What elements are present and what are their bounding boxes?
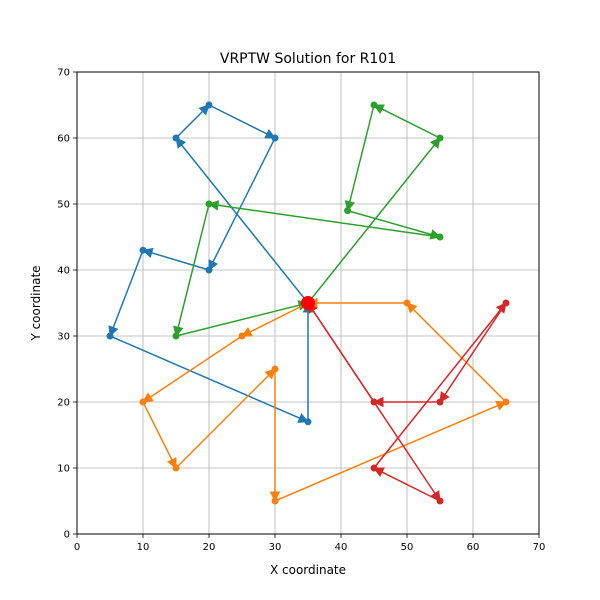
route-arrowhead — [207, 200, 220, 211]
customer-point — [172, 464, 180, 472]
customer-point — [344, 207, 352, 215]
customer-point — [172, 134, 180, 142]
route-segment — [212, 137, 276, 263]
y-tick-label: 60 — [57, 134, 70, 145]
route-segment — [381, 471, 441, 502]
customer-point — [436, 497, 444, 505]
depot-marker — [301, 296, 315, 310]
customer-point — [370, 101, 378, 109]
route-segment — [151, 252, 210, 271]
route-segment — [177, 203, 210, 328]
route-segment — [381, 108, 441, 139]
route-arrowhead — [372, 396, 384, 408]
customer-point — [436, 233, 444, 241]
route-segment — [444, 302, 507, 395]
route-segment — [307, 144, 435, 304]
customer-point — [238, 332, 246, 340]
x-axis-label: X coordinate — [270, 563, 346, 577]
y-tick-label: 30 — [57, 332, 70, 343]
customer-point — [502, 299, 510, 307]
customer-point — [172, 332, 180, 340]
route-segment — [349, 104, 375, 203]
customer-point — [436, 134, 444, 142]
ticks: 0 10 20 30 40 50 60 70 0 10 20 30 40 50 60 70 — [57, 68, 545, 554]
customer-point — [502, 398, 510, 406]
y-tick-label: 20 — [57, 398, 70, 409]
x-tick-label: 30 — [269, 542, 282, 553]
depot-layer — [301, 296, 315, 310]
customer-point — [370, 398, 378, 406]
route-segment — [175, 374, 270, 469]
customer-point — [271, 134, 279, 142]
customer-point — [271, 365, 279, 373]
route-segment — [181, 144, 309, 304]
route-segment — [412, 308, 507, 403]
route-1 — [106, 101, 314, 426]
customer-point — [205, 200, 213, 208]
x-tick-label: 20 — [203, 542, 216, 553]
route-segment — [175, 304, 300, 337]
x-tick-label: 70 — [533, 542, 546, 553]
route-segment — [109, 335, 301, 419]
y-tick-label: 40 — [57, 266, 70, 277]
y-axis-label: Y coordinate — [29, 265, 43, 341]
x-tick-label: 60 — [467, 542, 480, 553]
x-tick-label: 10 — [137, 542, 150, 553]
customer-point — [205, 266, 213, 274]
route-segment — [208, 104, 268, 135]
customer-point — [304, 418, 312, 426]
x-tick-label: 40 — [335, 542, 348, 553]
customer-point — [205, 101, 213, 109]
customer-point — [436, 398, 444, 406]
x-tick-label: 50 — [401, 542, 414, 553]
route-segment — [217, 204, 441, 238]
y-tick-label: 10 — [57, 464, 70, 475]
plot-frame — [76, 71, 540, 535]
route-segment — [112, 249, 144, 328]
customer-point — [271, 497, 279, 505]
customer-point — [370, 464, 378, 472]
y-tick-label: 50 — [57, 200, 70, 211]
y-tick-label: 70 — [57, 68, 70, 79]
x-tick-label: 0 — [74, 542, 80, 553]
customer-point — [106, 332, 114, 340]
customer-point — [403, 299, 411, 307]
y-tick-label: 0 — [64, 530, 70, 541]
route-segment — [347, 209, 432, 236]
route-arrowhead — [269, 491, 281, 503]
route-segment — [142, 401, 173, 461]
route-segment — [249, 302, 309, 333]
chart-title: VRPTW Solution for R101 — [220, 51, 396, 67]
route-segment — [373, 309, 501, 469]
route-segment — [312, 310, 375, 403]
route-2 — [172, 101, 444, 340]
customer-point — [139, 246, 147, 254]
route-segment — [150, 335, 243, 398]
route-segment — [175, 110, 204, 139]
customer-point — [139, 398, 147, 406]
